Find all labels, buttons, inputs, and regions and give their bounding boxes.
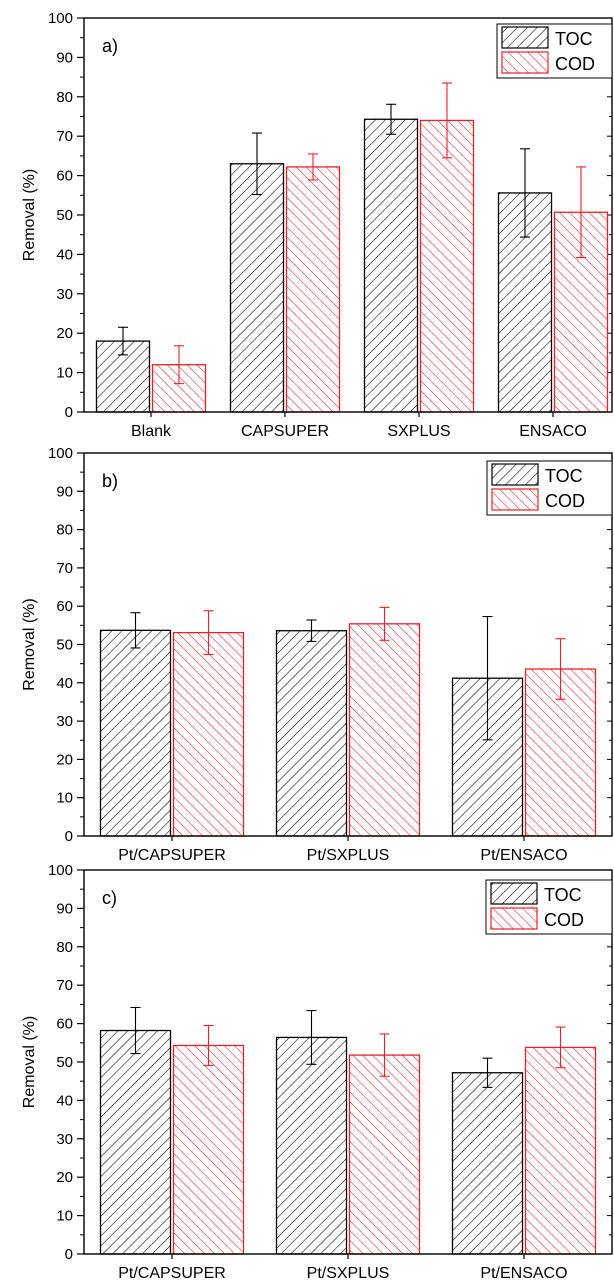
legend: TOC COD xyxy=(486,460,613,516)
bar-cod-2 xyxy=(348,623,421,837)
y-tick-label: 100 xyxy=(48,445,73,462)
bar-toc-3 xyxy=(451,1072,524,1255)
y-tick-label: 70 xyxy=(56,128,73,145)
y-tick-label: 0 xyxy=(65,1246,73,1263)
y-tick-label: 40 xyxy=(56,1092,73,1109)
x-tick-label: SXPLUS xyxy=(387,423,450,440)
y-tick-label: 30 xyxy=(56,1131,73,1148)
bar-cod-2 xyxy=(348,1054,421,1255)
y-tick-label: 10 xyxy=(56,1208,73,1225)
y-tick-label: 90 xyxy=(56,49,73,66)
legend-label-cod: COD xyxy=(544,910,584,930)
plot-frame xyxy=(83,17,613,413)
bar-toc-2 xyxy=(275,630,348,837)
y-tick-label: 30 xyxy=(56,286,73,303)
y-tick-label: 0 xyxy=(65,404,73,421)
legend-swatch-toc xyxy=(501,26,549,49)
bar-cod-2 xyxy=(285,166,341,413)
panel-label: c) xyxy=(102,888,117,908)
y-tick-label: 20 xyxy=(56,1169,73,1186)
bar-cod-1 xyxy=(172,631,245,837)
y-tick-label: 40 xyxy=(56,675,73,692)
y-tick-label: 20 xyxy=(56,325,73,342)
chart-panel-2: 0 10 20 30 40 50 60 70 80 90 100 Removal (%) b) Pt/CA… xyxy=(21,445,613,864)
legend: TOC COD xyxy=(496,23,613,79)
plot-frame xyxy=(83,869,613,1255)
y-tick-label: 50 xyxy=(56,207,73,224)
legend-swatch-cod xyxy=(491,488,539,511)
panel-label: b) xyxy=(102,471,118,491)
legend-swatch-toc xyxy=(490,882,538,905)
bar-cod-1 xyxy=(172,1044,245,1255)
y-tick-label: 40 xyxy=(56,246,73,263)
bar-cod-3 xyxy=(524,1046,597,1255)
bar-toc-3 xyxy=(363,118,419,413)
x-tick-label: Pt/CAPSUPER xyxy=(118,1265,226,1282)
legend: TOC COD xyxy=(485,879,613,935)
y-tick-label: 80 xyxy=(56,522,73,539)
y-tick-label: 50 xyxy=(56,1054,73,1071)
legend-swatch-toc xyxy=(491,463,539,486)
y-axis-title: Removal (%) xyxy=(21,1016,38,1108)
y-tick-label: 80 xyxy=(56,89,73,106)
legend-label-cod: COD xyxy=(545,491,585,511)
x-tick-label: Blank xyxy=(131,423,172,440)
y-tick-label: 10 xyxy=(56,790,73,807)
y-tick-label: 0 xyxy=(65,828,73,845)
y-tick-label: 60 xyxy=(56,598,73,615)
plot-frame xyxy=(83,452,613,837)
y-tick-label: 100 xyxy=(48,10,73,27)
y-tick-label: 20 xyxy=(56,751,73,768)
x-tick-label: Pt/ENSACO xyxy=(480,847,567,864)
y-tick-label: 10 xyxy=(56,365,73,382)
legend-swatch-cod xyxy=(501,51,549,74)
y-tick-label: 50 xyxy=(56,637,73,654)
bar-cod-3 xyxy=(419,119,475,413)
bar-toc-1 xyxy=(99,629,172,837)
y-axis-title: Removal (%) xyxy=(21,169,38,261)
y-axis-title: Removal (%) xyxy=(21,598,38,690)
y-tick-label: 60 xyxy=(56,168,73,185)
legend-label-toc: TOC xyxy=(545,466,583,486)
y-tick-label: 90 xyxy=(56,900,73,917)
x-tick-label: Pt/SXPLUS xyxy=(307,1265,390,1282)
bar-toc-1 xyxy=(99,1029,172,1255)
x-tick-label: Pt/SXPLUS xyxy=(307,847,390,864)
y-tick-label: 70 xyxy=(56,977,73,994)
y-tick-label: 30 xyxy=(56,713,73,730)
chart-panel-3: 0 10 20 30 40 50 60 70 80 90 100 Removal (%) c) Pt/CA… xyxy=(21,862,613,1282)
y-tick-label: 70 xyxy=(56,560,73,577)
y-tick-label: 80 xyxy=(56,939,73,956)
y-tick-label: 90 xyxy=(56,483,73,500)
legend-label-toc: TOC xyxy=(544,885,582,905)
legend-label-cod: COD xyxy=(555,54,595,74)
y-tick-label: 100 xyxy=(48,862,73,879)
legend-swatch-cod xyxy=(490,907,538,930)
y-tick-label: 60 xyxy=(56,1016,73,1033)
bar-toc-2 xyxy=(275,1036,348,1255)
chart-panel-1: 0 10 20 30 40 50 60 70 80 90 100 Removal (%) a) Blank… xyxy=(21,10,613,440)
bar-toc-2 xyxy=(229,163,285,413)
x-tick-label: Pt/ENSACO xyxy=(480,1265,567,1282)
x-tick-label: Pt/CAPSUPER xyxy=(118,847,226,864)
legend-label-toc: TOC xyxy=(555,29,593,49)
panel-label: a) xyxy=(102,36,118,56)
x-tick-label: ENSACO xyxy=(519,423,587,440)
x-tick-label: CAPSUPER xyxy=(241,423,329,440)
